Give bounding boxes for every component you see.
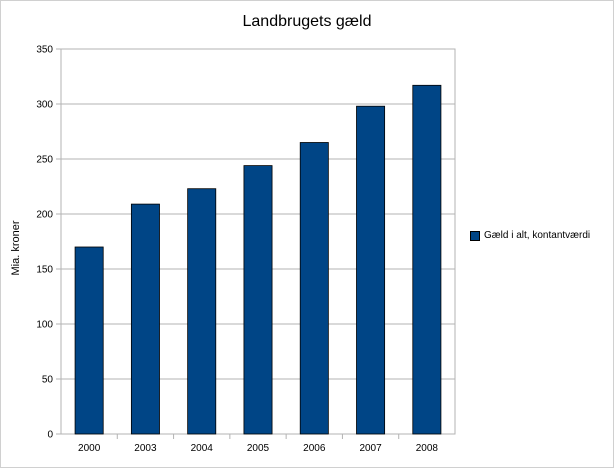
y-tick-label: 0: [47, 430, 53, 441]
x-tick-label: 2004: [191, 443, 214, 454]
y-tick-label: 150: [36, 265, 53, 276]
x-tick-label: 2007: [359, 443, 382, 454]
legend-swatch: [470, 230, 480, 241]
bar: [130, 203, 160, 435]
chart-title: Landbrugets gæld: [242, 13, 372, 30]
x-tick-label: 2000: [78, 443, 101, 454]
bar: [356, 105, 386, 435]
bar: [187, 188, 217, 435]
y-tick-label: 300: [36, 100, 53, 111]
legend: Gæld i alt, kontantværdi: [470, 230, 590, 241]
bar: [243, 165, 273, 435]
x-tick-label: 2008: [416, 443, 439, 454]
bar: [299, 142, 329, 435]
y-tick-label: 250: [36, 155, 53, 166]
bar: [412, 84, 442, 435]
x-tick-label: 2005: [247, 443, 270, 454]
y-tick-label: 50: [42, 375, 54, 386]
y-tick-label: 200: [36, 210, 53, 221]
legend-label: Gæld i alt, kontantværdi: [484, 230, 591, 241]
y-tick-label: 350: [36, 45, 53, 56]
x-tick-label: 2003: [134, 443, 157, 454]
x-tick-label: 2006: [303, 443, 326, 454]
bar: [74, 246, 104, 435]
y-tick-label: 100: [36, 320, 53, 331]
